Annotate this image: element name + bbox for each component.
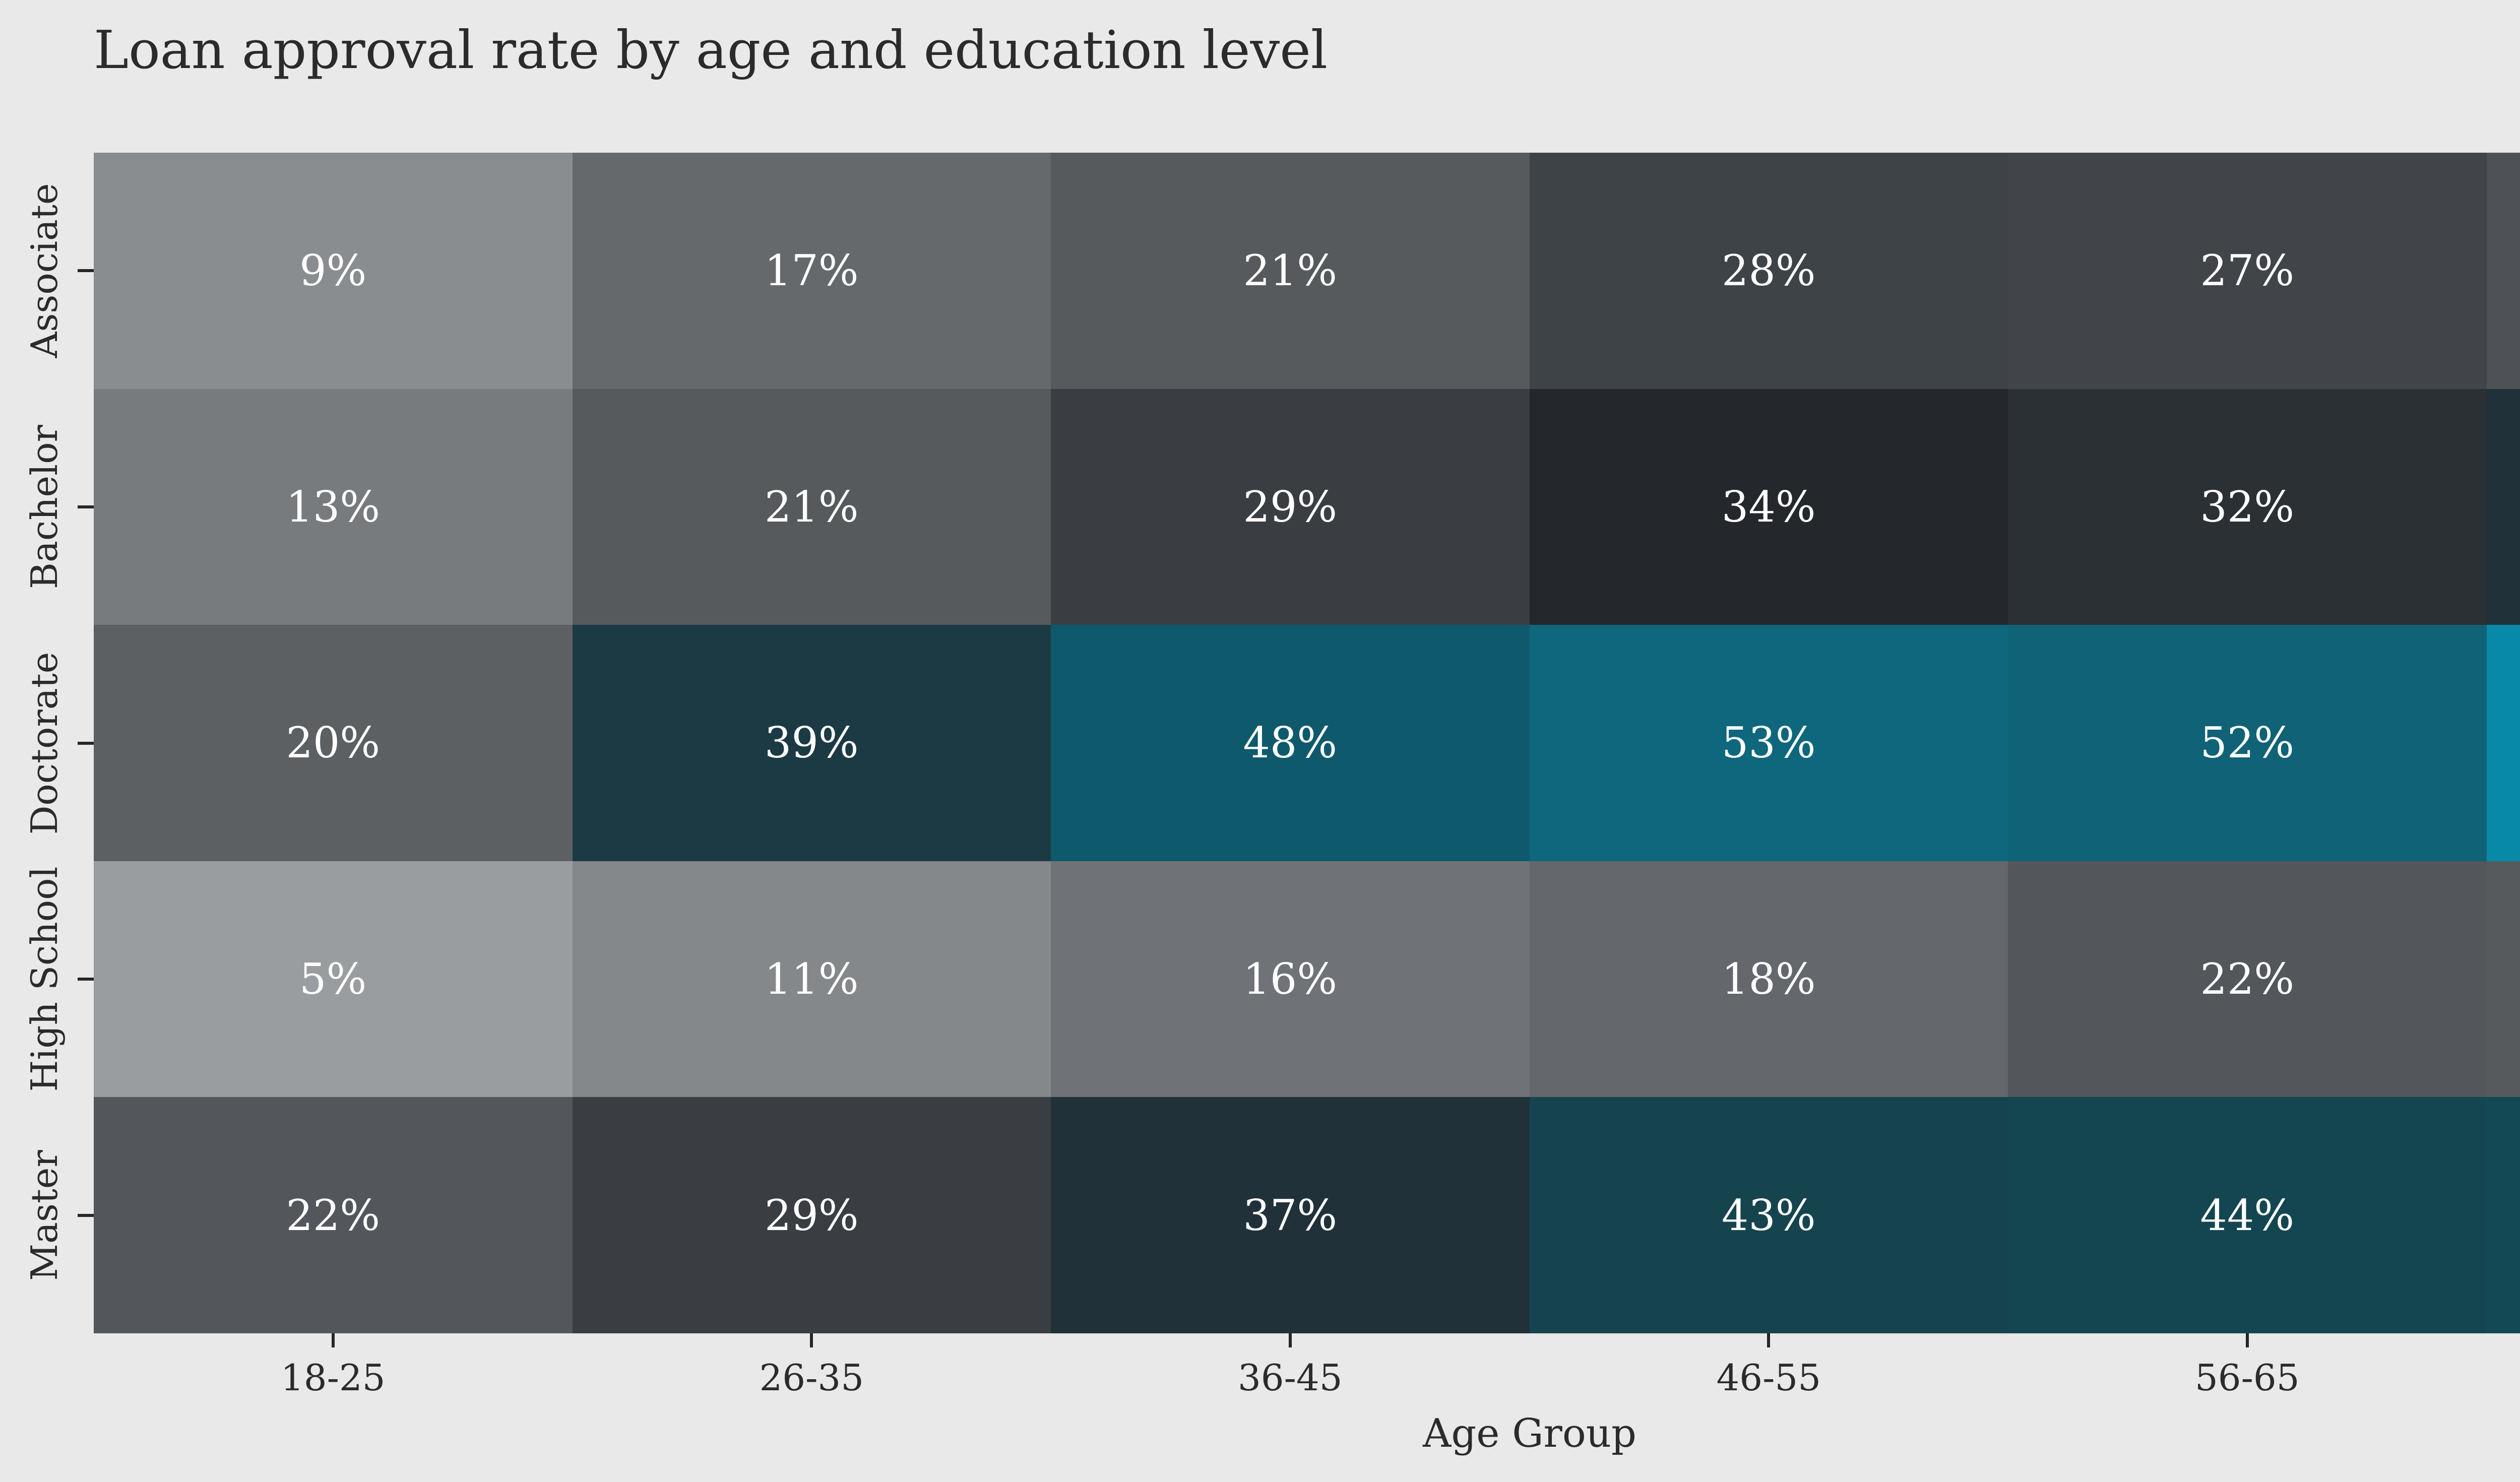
y-axis-tick-mark [78, 1213, 94, 1217]
heatmap-grid: 9%17%21%28%27%23%13%21%29%34%32%37%20%39… [94, 153, 2520, 1333]
heatmap-cell: 16% [1051, 861, 1530, 1098]
x-axis-tick-label: 36-45 [1237, 1357, 1343, 1399]
heatmap-cell: 5% [94, 861, 573, 1098]
heatmap-cell: 45% [2486, 1097, 2520, 1333]
heatmap-cell: 11% [572, 861, 1051, 1098]
x-axis-tick-label: 56-65 [2194, 1357, 2300, 1399]
y-axis-tick-label: Doctorate [23, 652, 66, 834]
heatmap-cell: 32% [2008, 389, 2487, 625]
heatmap-cell: 22% [2008, 861, 2487, 1098]
x-axis-tick-mark [1288, 1333, 1292, 1347]
x-axis-tick-mark [331, 1333, 335, 1347]
y-axis-tick-mark [78, 505, 94, 508]
heatmap-cell: 37% [2486, 389, 2520, 625]
heatmap-cell: 23% [2486, 153, 2520, 389]
y-axis-tick-label: Associate [23, 183, 66, 358]
heatmap-cell: 37% [1051, 1097, 1530, 1333]
heatmap-cell: 29% [1051, 389, 1530, 625]
heatmap-cell: 63% [2486, 625, 2520, 861]
heatmap-cell: 27% [2008, 153, 2487, 389]
x-axis-tick-mark [1767, 1333, 1771, 1347]
x-axis-title: Age Group [1423, 1411, 1636, 1456]
heatmap-cell: 20% [94, 625, 573, 861]
x-axis-tick-mark [810, 1333, 813, 1347]
x-axis-tick-mark [2245, 1333, 2249, 1347]
y-axis-tick-mark [78, 978, 94, 981]
x-axis-tick-label: 26-35 [759, 1357, 864, 1399]
heatmap-cell: 18% [1529, 861, 2008, 1098]
heatmap-cell: 44% [2008, 1097, 2487, 1333]
heatmap-cell: 13% [94, 389, 573, 625]
heatmap-cell: 21% [1051, 153, 1530, 389]
y-axis-tick-label: Master [23, 1149, 66, 1281]
y-axis-tick-label: High School [23, 866, 66, 1092]
heatmap-cell: 21% [2486, 861, 2520, 1098]
heatmap-cell: 52% [2008, 625, 2487, 861]
heatmap-cell: 22% [94, 1097, 573, 1333]
heatmap-cell: 21% [572, 389, 1051, 625]
heatmap-cell: 39% [572, 625, 1051, 861]
heatmap-cell: 53% [1529, 625, 2008, 861]
y-axis-tick-mark [78, 741, 94, 745]
x-axis-tick-label: 18-25 [280, 1357, 386, 1399]
y-axis-tick-mark [78, 269, 94, 273]
heatmap-cell: 29% [572, 1097, 1051, 1333]
heatmap-cell: 17% [572, 153, 1051, 389]
x-axis-tick-label: 46-55 [1716, 1357, 1821, 1399]
heatmap-cell: 28% [1529, 153, 2008, 389]
heatmap-cell: 48% [1051, 625, 1530, 861]
heatmap-cell: 43% [1529, 1097, 2008, 1333]
heatmap-cell: 9% [94, 153, 573, 389]
y-axis-tick-label: Bachelor [23, 424, 66, 589]
heatmap-cell: 34% [1529, 389, 2008, 625]
chart-title: Loan approval rate by age and education … [94, 19, 1328, 81]
